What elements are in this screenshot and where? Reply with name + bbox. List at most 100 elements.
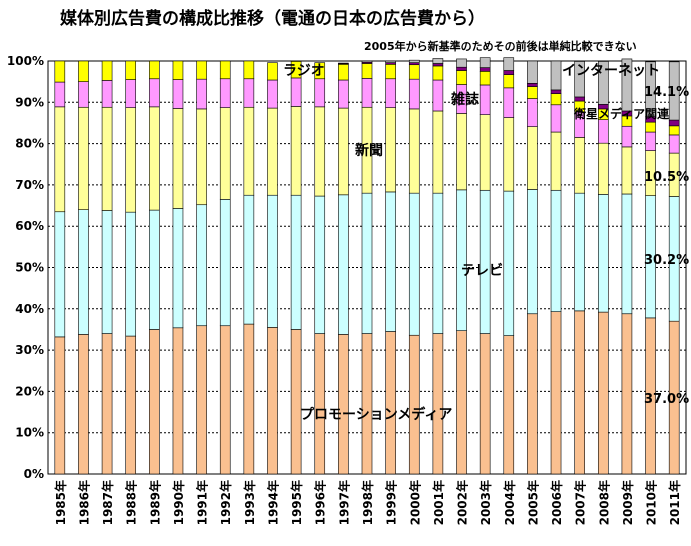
x-tick-label: 1987年 xyxy=(100,480,115,525)
bar-stack-1991年 xyxy=(196,60,207,475)
bar-stack-1989年 xyxy=(149,60,160,475)
bar-segment xyxy=(597,311,609,475)
bar-segment xyxy=(621,313,633,475)
y-tick-label: 70% xyxy=(15,178,44,192)
bar-segment xyxy=(267,194,278,328)
bar-stack-2001年 xyxy=(432,58,444,475)
bar-segment xyxy=(243,106,255,196)
chart-title: 媒体別広告費の構成比推移（電通の日本の広告費から） xyxy=(60,9,485,29)
bar-segment xyxy=(621,146,633,195)
x-tick-label: 1990年 xyxy=(171,480,186,525)
x-tick-label: 1985年 xyxy=(53,480,68,525)
bar-segment xyxy=(172,60,184,80)
bar-segment xyxy=(550,189,562,312)
bar-segment xyxy=(101,106,113,211)
bar-segment xyxy=(574,96,585,102)
bar-segment xyxy=(385,78,396,108)
bar-stack-2008年 xyxy=(597,61,609,475)
bar-segment xyxy=(527,86,538,99)
bar-segment xyxy=(78,81,89,108)
bar-segment xyxy=(290,61,302,79)
bar-segment xyxy=(668,134,680,154)
bar-segment xyxy=(196,60,207,80)
bar-segment xyxy=(361,333,373,475)
bar-segment xyxy=(290,77,302,107)
bar-segment xyxy=(503,335,515,475)
bar-segment xyxy=(456,58,467,68)
bar-segment xyxy=(54,336,66,475)
bar-segment xyxy=(78,106,89,210)
bar-segment xyxy=(267,79,278,109)
bar-segment xyxy=(408,64,420,80)
bar-stack-2005年 xyxy=(527,60,538,475)
bar-segment xyxy=(196,204,207,327)
bar-segment xyxy=(78,60,89,82)
bar-segment xyxy=(54,106,66,213)
bar-stack-2002年 xyxy=(456,58,467,475)
y-tick-label: 60% xyxy=(15,219,44,233)
label-internet: インターネット xyxy=(562,63,660,79)
bar-segment xyxy=(479,57,491,68)
x-tick-label: 2007年 xyxy=(573,480,588,525)
x-tick-label: 1989年 xyxy=(147,480,162,525)
x-tick-label: 1988年 xyxy=(124,480,139,525)
y-tick-label: 100% xyxy=(7,54,44,68)
bar-segment xyxy=(645,61,656,118)
bar-segment xyxy=(314,78,326,108)
bar-segment xyxy=(479,114,491,191)
bar-segment xyxy=(597,119,609,144)
bar-segment xyxy=(574,137,585,194)
bar-segment xyxy=(479,67,491,72)
bar-segment xyxy=(243,78,255,108)
bar-segment xyxy=(219,78,231,108)
bar-segment xyxy=(125,79,137,108)
x-tick-label: 2008年 xyxy=(596,480,611,525)
bar-segment xyxy=(149,60,160,80)
bar-segment xyxy=(621,125,633,148)
bar-segment xyxy=(503,70,515,75)
bar-stack-1988年 xyxy=(125,60,137,475)
bar-segment xyxy=(550,89,562,94)
bar-segment xyxy=(219,60,231,80)
bar-segment xyxy=(550,311,562,475)
y-tick-label: 10% xyxy=(15,426,44,440)
bar-segment xyxy=(196,108,207,206)
x-tick-label: 2009年 xyxy=(620,480,635,525)
bar-segment xyxy=(314,195,326,334)
bar-segment xyxy=(408,62,420,66)
series-labels: ラジオ インターネット 雑誌 衛星メディア関連 新聞 テレビ プロモーションメデ… xyxy=(283,63,689,423)
bar-segment xyxy=(503,87,515,118)
x-tick-label: 1995年 xyxy=(289,480,304,525)
annotation-internet: 14.1% xyxy=(644,85,689,100)
bar-segment xyxy=(668,125,680,136)
bar-segment xyxy=(456,113,467,191)
bar-stack-1993年 xyxy=(243,60,255,475)
bar-segment xyxy=(243,194,255,325)
x-tick-label: 2000年 xyxy=(407,480,422,525)
bar-segment xyxy=(432,333,444,475)
bar-segment xyxy=(290,106,302,196)
bar-segment xyxy=(314,333,326,475)
bar-segment xyxy=(314,106,326,197)
bar-segment xyxy=(78,209,89,335)
bar-segment xyxy=(574,192,585,312)
bar-stack-1997年 xyxy=(338,62,349,475)
bar-segment xyxy=(385,191,396,332)
bar-segment xyxy=(456,330,467,475)
bar-segment xyxy=(432,65,444,81)
bar-segment xyxy=(361,63,373,79)
bar-segment xyxy=(527,60,538,84)
bar-segment xyxy=(408,78,420,110)
bar-segment xyxy=(385,64,396,80)
bar-segment xyxy=(267,327,278,475)
bar-stack-1987年 xyxy=(101,60,113,475)
y-tick-label: 20% xyxy=(15,384,44,398)
bar-stack-1992年 xyxy=(219,60,231,475)
bar-stack-1999年 xyxy=(385,60,396,475)
x-tick-label: 1994年 xyxy=(265,480,280,525)
y-tick-label: 40% xyxy=(15,302,44,316)
bar-segment xyxy=(172,108,184,209)
bar-segment xyxy=(668,61,680,121)
bar-segment xyxy=(479,333,491,475)
bar-segment xyxy=(456,189,467,331)
